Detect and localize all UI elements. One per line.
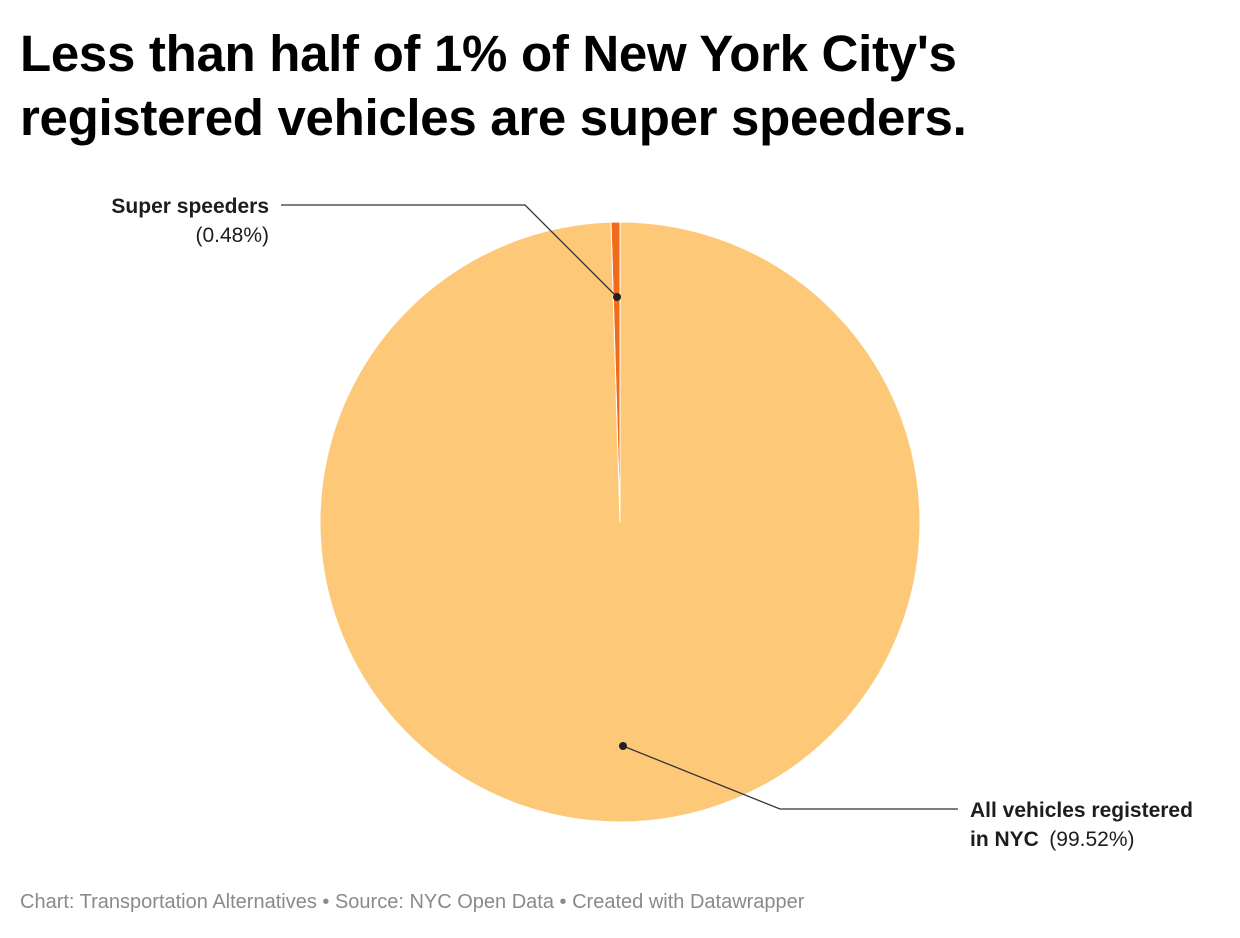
all-vehicles-label-line-1: All vehicles registered <box>970 799 1193 822</box>
footer-separator: • <box>322 891 330 913</box>
super-speeders-percent: (0.48%) <box>195 224 269 247</box>
all-vehicles-percent: (99.52%) <box>1049 828 1134 851</box>
pie-slice-all-vehicles <box>319 221 921 823</box>
chart-title: Less than half of 1% of New York City's … <box>20 22 1220 150</box>
all-vehicles-leader-dot <box>619 742 627 750</box>
chart-footer: Chart: Transportation Alternatives • Sou… <box>20 891 804 914</box>
footer-source: Source: NYC Open Data <box>334 891 554 913</box>
pie-slices <box>319 221 921 823</box>
super-speeders-label: Super speeders <box>111 195 269 218</box>
super-speeders-leader-line <box>281 204 618 298</box>
super-speeders-leader-dot <box>613 293 621 301</box>
footer-separator: • <box>559 891 567 913</box>
all-vehicles-label-line-2: in NYC (99.52%) <box>970 828 1135 851</box>
all-vehicles-leader-line <box>622 745 958 810</box>
title-line-1: Less than half of 1% of New York City's <box>20 25 957 82</box>
footer-created-with: Created with Datawrapper <box>572 891 805 913</box>
title-line-2: registered vehicles are super speeders. <box>20 89 967 146</box>
all-vehicles-label-in-nyc: in NYC <box>970 828 1039 851</box>
footer-chart-credit: Chart: Transportation Alternatives <box>20 891 317 913</box>
